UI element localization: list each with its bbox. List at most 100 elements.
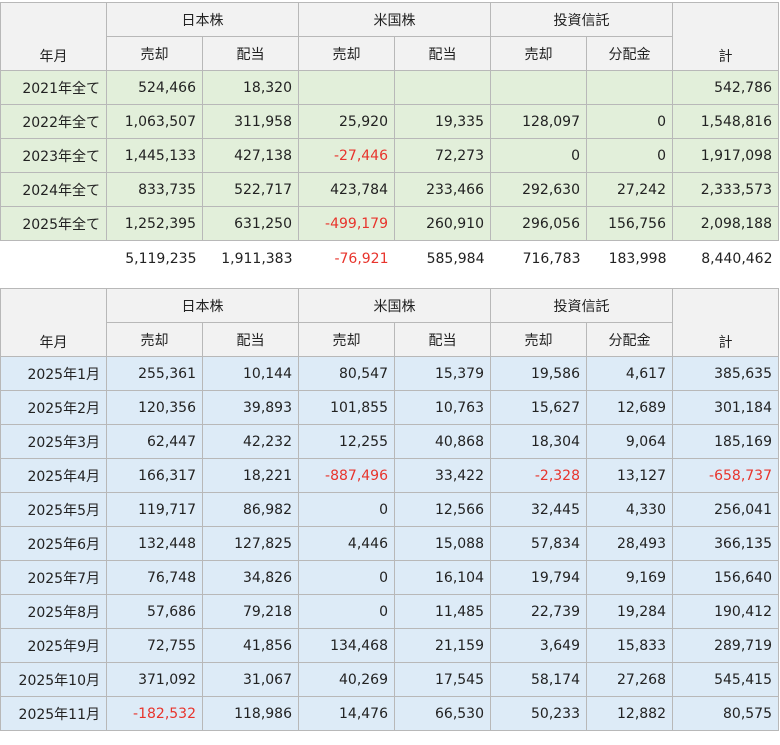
annual-header-us-dividend: 配当 xyxy=(394,36,491,71)
monthly-fund-distribution-cell: 27,268 xyxy=(586,662,673,697)
annual-header-us-sale: 売却 xyxy=(298,36,395,71)
annual-header-us-stock: 米国株 xyxy=(298,2,491,37)
annual-jp-dividend-cell: 311,958 xyxy=(202,104,299,139)
monthly-header-us-stock: 米国株 xyxy=(298,288,491,323)
monthly-table-row: 2025年7月 76,748 34,826 0 16,104 19,794 9,169 156… xyxy=(0,560,779,595)
monthly-jp-sale-cell: 255,361 xyxy=(106,356,203,391)
monthly-row-label: 2025年1月 xyxy=(0,356,107,391)
monthly-jp-dividend-cell: 10,144 xyxy=(202,356,299,391)
monthly-total-cell: 289,719 xyxy=(672,628,779,663)
monthly-header-fund: 投資信託 xyxy=(490,288,673,323)
annual-header-jp-stock: 日本株 xyxy=(106,2,299,37)
monthly-us-sale-cell: 80,547 xyxy=(298,356,395,391)
monthly-fund-sale-cell: -2,328 xyxy=(490,458,587,493)
monthly-jp-sale-cell: 72,755 xyxy=(106,628,203,663)
annual-us-sale-cell: 25,920 xyxy=(298,104,395,139)
monthly-jp-sale-cell: -182,532 xyxy=(106,696,203,731)
monthly-fund-sale-cell: 3,649 xyxy=(490,628,587,663)
monthly-fund-sale-cell: 58,174 xyxy=(490,662,587,697)
monthly-row-label: 2025年11月 xyxy=(0,696,107,731)
monthly-us-dividend-cell: 12,566 xyxy=(394,492,491,527)
monthly-jp-dividend-cell: 34,826 xyxy=(202,560,299,595)
monthly-header-us-sale: 売却 xyxy=(298,322,395,357)
annual-row-label: 2025年全て xyxy=(0,206,107,241)
monthly-row-label: 2025年3月 xyxy=(0,424,107,459)
annual-table-row: 2021年全て 524,466 18,320 542,786 xyxy=(0,70,779,105)
monthly-jp-dividend-cell: 42,232 xyxy=(202,424,299,459)
monthly-us-sale-cell: 0 xyxy=(298,560,395,595)
annual-table-row: 2023年全て 1,445,133 427,138 -27,446 72,273 0 0 1,… xyxy=(0,138,779,173)
monthly-table-row: 2025年8月 57,686 79,218 0 11,485 22,739 19,284 19… xyxy=(0,594,779,629)
annual-header-jp-dividend: 配当 xyxy=(202,36,299,71)
monthly-us-sale-cell: -887,496 xyxy=(298,458,395,493)
annual-fund-sale-cell: 292,630 xyxy=(490,172,587,207)
monthly-fund-distribution-cell: 4,330 xyxy=(586,492,673,527)
monthly-jp-sale-cell: 166,317 xyxy=(106,458,203,493)
monthly-us-sale-cell: 40,269 xyxy=(298,662,395,697)
monthly-jp-sale-cell: 120,356 xyxy=(106,390,203,425)
annual-totals-fund-sale-cell: 716,783 xyxy=(490,240,587,277)
annual-us-sale-cell xyxy=(298,70,395,105)
monthly-jp-dividend-cell: 79,218 xyxy=(202,594,299,629)
monthly-row-label: 2025年6月 xyxy=(0,526,107,561)
annual-header-jp-sale: 売却 xyxy=(106,36,203,71)
monthly-table-row: 2025年2月 120,356 39,893 101,855 10,763 15,627 1… xyxy=(0,390,779,425)
annual-totals-row: 5,119,235 1,911,383 -76,921 585,984 716,783 1… xyxy=(0,240,779,277)
annual-row-label: 2021年全て xyxy=(0,70,107,105)
monthly-us-sale-cell: 12,255 xyxy=(298,424,395,459)
annual-total-cell: 1,917,098 xyxy=(672,138,779,173)
monthly-header-jp-dividend: 配当 xyxy=(202,322,299,357)
annual-total-cell: 2,098,188 xyxy=(672,206,779,241)
annual-fund-sale-cell: 296,056 xyxy=(490,206,587,241)
monthly-us-sale-cell: 14,476 xyxy=(298,696,395,731)
monthly-fund-sale-cell: 50,233 xyxy=(490,696,587,731)
monthly-us-sale-cell: 134,468 xyxy=(298,628,395,663)
annual-us-dividend-cell: 72,273 xyxy=(394,138,491,173)
monthly-fund-sale-cell: 32,445 xyxy=(490,492,587,527)
annual-totals-jp-sale-cell: 5,119,235 xyxy=(106,240,203,277)
monthly-header-jp-stock: 日本株 xyxy=(106,288,299,323)
monthly-fund-distribution-cell: 13,127 xyxy=(586,458,673,493)
monthly-us-dividend-cell: 66,530 xyxy=(394,696,491,731)
monthly-total-cell: 185,169 xyxy=(672,424,779,459)
monthly-us-sale-cell: 0 xyxy=(298,492,395,527)
monthly-header-jp-sale: 売却 xyxy=(106,322,203,357)
annual-fund-sale-cell xyxy=(490,70,587,105)
annual-fund-distribution-cell: 0 xyxy=(586,138,673,173)
annual-jp-dividend-cell: 631,250 xyxy=(202,206,299,241)
monthly-jp-sale-cell: 132,448 xyxy=(106,526,203,561)
annual-header-fund: 投資信託 xyxy=(490,2,673,37)
annual-row-label: 2024年全て xyxy=(0,172,107,207)
monthly-table-row: 2025年1月 255,361 10,144 80,547 15,379 19,586 4,… xyxy=(0,356,779,391)
monthly-row-label: 2025年5月 xyxy=(0,492,107,527)
monthly-table-row: 2025年3月 62,447 42,232 12,255 40,868 18,304 9,0… xyxy=(0,424,779,459)
monthly-jp-dividend-cell: 118,986 xyxy=(202,696,299,731)
monthly-us-sale-cell: 101,855 xyxy=(298,390,395,425)
annual-us-sale-cell: -499,179 xyxy=(298,206,395,241)
monthly-jp-dividend-cell: 127,825 xyxy=(202,526,299,561)
annual-header-total: 計 xyxy=(672,2,779,71)
monthly-row-label: 2025年9月 xyxy=(0,628,107,663)
monthly-us-dividend-cell: 15,088 xyxy=(394,526,491,561)
monthly-header-row-sub: 売却 配当 売却 配当 売却 分配金 xyxy=(1,322,779,357)
monthly-total-cell: 156,640 xyxy=(672,560,779,595)
monthly-jp-sale-cell: 57,686 xyxy=(106,594,203,629)
annual-fund-sale-cell: 0 xyxy=(490,138,587,173)
monthly-us-dividend-cell: 17,545 xyxy=(394,662,491,697)
annual-table-row: 2024年全て 833,735 522,717 423,784 233,466 292,6… xyxy=(0,172,779,207)
monthly-fund-distribution-cell: 12,689 xyxy=(586,390,673,425)
annual-header-fund-sale: 売却 xyxy=(490,36,587,71)
monthly-table-row: 2025年9月 72,755 41,856 134,468 21,159 3,649 15,… xyxy=(0,628,779,663)
annual-header-row-group: 年月 日本株 米国株 投資信託 計 xyxy=(0,2,779,71)
annual-us-sale-cell: 423,784 xyxy=(298,172,395,207)
monthly-fund-distribution-cell: 28,493 xyxy=(586,526,673,561)
monthly-table-row: 2025年4月 166,317 18,221 -887,496 33,422 -2,328… xyxy=(0,458,779,493)
annual-summary-table: 年月 日本株 米国株 投資信託 計 売却 配当 売却 配当 売却 分配金 202… xyxy=(0,2,779,277)
annual-header-row-sub: 売却 配当 売却 配当 売却 分配金 xyxy=(1,36,779,71)
annual-total-cell: 2,333,573 xyxy=(672,172,779,207)
annual-fund-distribution-cell: 156,756 xyxy=(586,206,673,241)
annual-jp-sale-cell: 524,466 xyxy=(106,70,203,105)
monthly-row-label: 2025年10月 xyxy=(0,662,107,697)
monthly-jp-dividend-cell: 39,893 xyxy=(202,390,299,425)
annual-jp-dividend-cell: 522,717 xyxy=(202,172,299,207)
